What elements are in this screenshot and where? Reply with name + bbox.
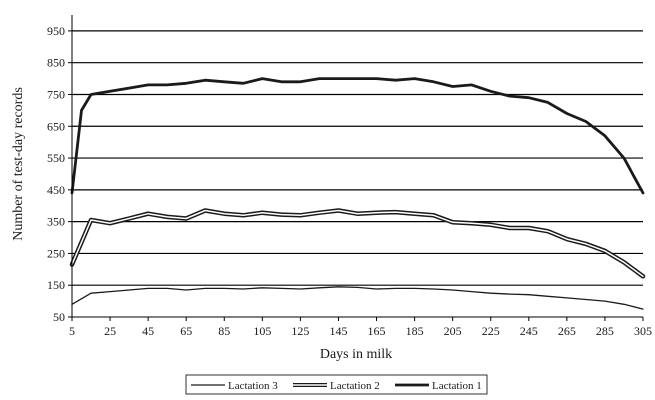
x-tick-label: 25 [104, 324, 116, 338]
x-tick-label: 205 [444, 324, 462, 338]
y-tick-label: 850 [47, 56, 65, 70]
axes [71, 15, 643, 318]
y-ticks: 50 150 250 350 450 550 650 750 850 950 [47, 24, 72, 324]
y-tick-label: 150 [47, 278, 65, 292]
x-axis-title: Days in milk [320, 347, 392, 362]
x-tick-label: 105 [253, 324, 271, 338]
x-tick-label: 265 [558, 324, 576, 338]
series-line [71, 286, 644, 310]
y-tick-label: 450 [47, 183, 65, 197]
x-tick-label: 285 [596, 324, 614, 338]
legend-label: Lactation 2 [330, 380, 380, 392]
x-tick-label: 225 [482, 324, 500, 338]
series-1 [71, 286, 644, 310]
x-tick-label: 125 [291, 324, 309, 338]
x-tick-label: 45 [142, 324, 154, 338]
x-ticks: 5 25 45 65 85 105 125 145 165 185 205 225 245 265 285 3… [69, 317, 652, 338]
series-2 [69, 208, 646, 279]
series-line-inner [71, 209, 644, 278]
y-tick-label: 550 [47, 151, 65, 165]
x-tick-label: 85 [218, 324, 230, 338]
legend-label: Lactation 1 [432, 380, 482, 392]
x-tick-label: 5 [69, 324, 75, 338]
series-line [69, 208, 646, 279]
legend-label: Lactation 3 [228, 380, 278, 392]
legend: Lactation 3 Lactation 2 Lactation 1 [185, 374, 488, 395]
legend-entry: Lactation 1 [395, 380, 482, 392]
y-tick-label: 950 [47, 24, 65, 38]
y-tick-label: 50 [53, 310, 65, 324]
x-tick-label: 65 [180, 324, 192, 338]
y-tick-label: 650 [47, 119, 65, 133]
y-tick-label: 250 [47, 246, 65, 260]
y-tick-label: 750 [47, 87, 65, 101]
legend-entry: Lactation 2 [293, 380, 380, 392]
x-tick-label: 165 [368, 324, 386, 338]
series-layer [69, 77, 646, 310]
y-tick-label: 350 [47, 215, 65, 229]
x-tick-label: 245 [520, 324, 538, 338]
x-tick-label: 185 [406, 324, 424, 338]
grid [72, 30, 643, 286]
x-tick-label: 145 [329, 324, 347, 338]
series-3 [70, 77, 645, 195]
legend-entry: Lactation 3 [191, 380, 278, 392]
series-line [70, 77, 645, 195]
x-tick-label: 305 [634, 324, 652, 338]
legend-box [185, 374, 488, 395]
y-axis-title: Number of test-day records [11, 87, 26, 241]
